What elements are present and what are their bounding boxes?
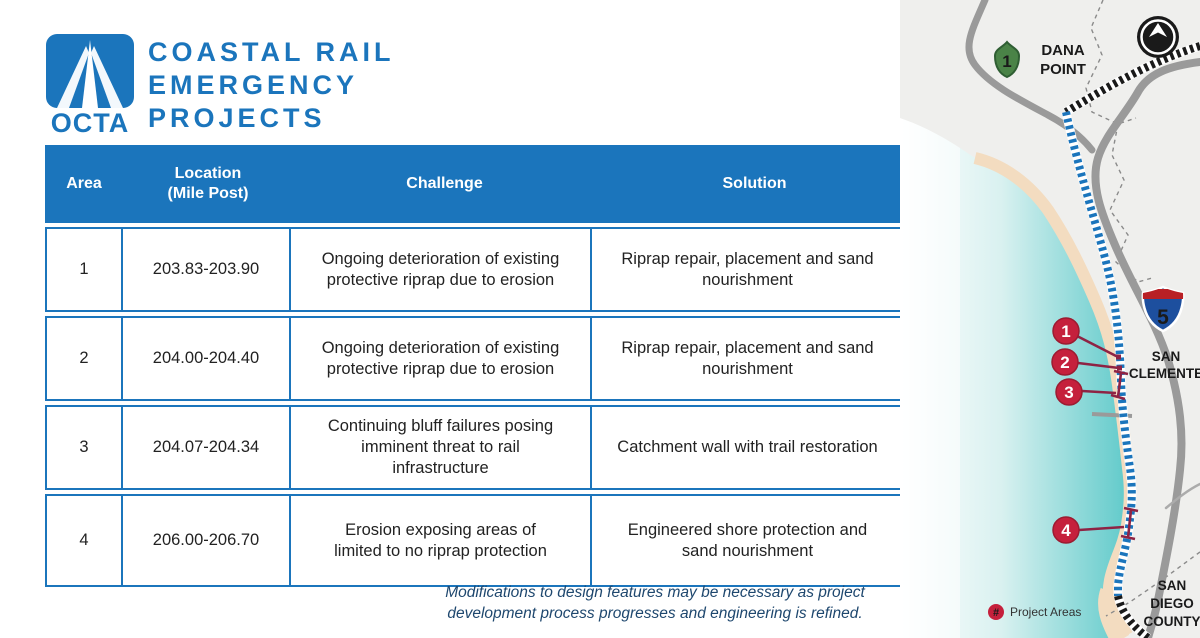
- column-header-solution: Solution: [722, 175, 787, 192]
- svg-text:1: 1: [1061, 322, 1070, 341]
- cell-area: 1: [79, 260, 89, 278]
- cell-solution: Riprap repair, placement and sand nouris…: [590, 229, 903, 310]
- table-row: 3 204.07-204.34 Continuing bluff failure…: [45, 405, 913, 490]
- cell-solution: Engineered shore protection and sand nou…: [590, 496, 903, 585]
- disclaimer-note: Modifications to design features may be …: [395, 582, 915, 624]
- column-header-location: Location (Mile Post): [167, 165, 249, 202]
- san-diego-county-label-line3: COUNTY: [1144, 614, 1200, 629]
- railroad-north: [1063, 41, 1200, 116]
- column-header-area: Area: [66, 175, 102, 192]
- san-clemente-label-line2: CLEMENTE: [1129, 366, 1200, 381]
- project-marker-1: 1: [1052, 317, 1080, 345]
- table-body: 1 203.83-203.90 Ongoing deterioration of…: [45, 227, 913, 587]
- octa-logo-text: OCTA: [51, 108, 130, 137]
- interstate-5-number: 5: [1157, 306, 1169, 329]
- cell-challenge: Ongoing deterioration of existing protec…: [289, 318, 590, 399]
- projects-table: Area Location (Mile Post) Challenge Solu…: [45, 145, 913, 587]
- table-row: 4 206.00-206.70 Erosion exposing areas o…: [45, 494, 913, 587]
- dana-point-label-line2: POINT: [1040, 61, 1086, 78]
- route-1-number: 1: [1002, 52, 1011, 71]
- san-clemente-label-line1: SAN: [1152, 349, 1181, 364]
- column-header-challenge: Challenge: [406, 175, 483, 192]
- cell-location: 206.00-206.70: [121, 496, 289, 585]
- title-line-1: COASTAL RAIL: [148, 37, 395, 67]
- cell-location: 204.07-204.34: [121, 407, 289, 488]
- disclaimer-line-2: development process progresses and engin…: [447, 605, 863, 622]
- cell-challenge: Ongoing deterioration of existing protec…: [289, 229, 590, 310]
- san-diego-county-label-line2: DIEGO: [1150, 596, 1194, 611]
- san-diego-county-label-line1: SAN: [1158, 578, 1187, 593]
- cell-challenge: Erosion exposing areas of limited to no …: [289, 496, 590, 585]
- cell-area: 3: [79, 438, 89, 456]
- route-1-shield: 1: [993, 40, 1021, 79]
- cell-challenge: Continuing bluff failures posing imminen…: [289, 407, 590, 488]
- project-marker-4: 4: [1052, 516, 1080, 544]
- coastal-map: 1 5 N DANA POINT SAN CLEMENTE SAN DIEGO …: [900, 0, 1200, 638]
- freeway-icon: [57, 40, 123, 108]
- marker-target-dots: [1116, 354, 1122, 371]
- legend-hash: #: [993, 607, 999, 619]
- table-header-row: Area Location (Mile Post) Challenge Solu…: [45, 145, 913, 223]
- compass-letter: N: [1153, 37, 1163, 53]
- interstate-5-shield: 5: [1141, 285, 1185, 333]
- svg-text:3: 3: [1064, 383, 1073, 402]
- land: [900, 0, 1200, 638]
- legend-text: Project Areas: [1010, 605, 1081, 619]
- cell-location: 203.83-203.90: [121, 229, 289, 310]
- legend-marker-icon: [988, 604, 1004, 620]
- project-marker-2: 2: [1051, 348, 1079, 376]
- table-row: 1 203.83-203.90 Ongoing deterioration of…: [45, 227, 913, 312]
- cell-location: 204.00-204.40: [121, 318, 289, 399]
- table-row: 2 204.00-204.40 Ongoing deterioration of…: [45, 316, 913, 401]
- branch-road: [1164, 482, 1200, 510]
- title-line-2: EMERGENCY: [148, 70, 359, 100]
- cell-area: 4: [79, 531, 89, 549]
- cell-area: 2: [79, 349, 89, 367]
- project-area-markers: 1 2 3 4: [1051, 317, 1083, 544]
- svg-text:2: 2: [1060, 353, 1069, 372]
- project-marker-3: 3: [1055, 378, 1083, 406]
- map-legend: # Project Areas: [988, 604, 1081, 620]
- place-labels: DANA POINT SAN CLEMENTE SAN DIEGO COUNTY: [1040, 42, 1200, 629]
- compass-north-icon: N: [1137, 16, 1179, 58]
- svg-text:4: 4: [1061, 521, 1071, 540]
- railroad-south: [1113, 594, 1151, 638]
- marker-leader-lines: [1076, 334, 1139, 541]
- octa-logo: OCTA: [46, 34, 134, 137]
- cell-solution: Riprap repair, placement and sand nouris…: [590, 318, 903, 399]
- cell-solution: Catchment wall with trail restoration: [590, 407, 903, 488]
- page-title: COASTAL RAIL EMERGENCY PROJECTS: [148, 36, 395, 135]
- dana-point-label-line1: DANA: [1041, 42, 1084, 59]
- title-line-3: PROJECTS: [148, 103, 326, 133]
- disclaimer-line-1: Modifications to design features may be …: [445, 584, 865, 601]
